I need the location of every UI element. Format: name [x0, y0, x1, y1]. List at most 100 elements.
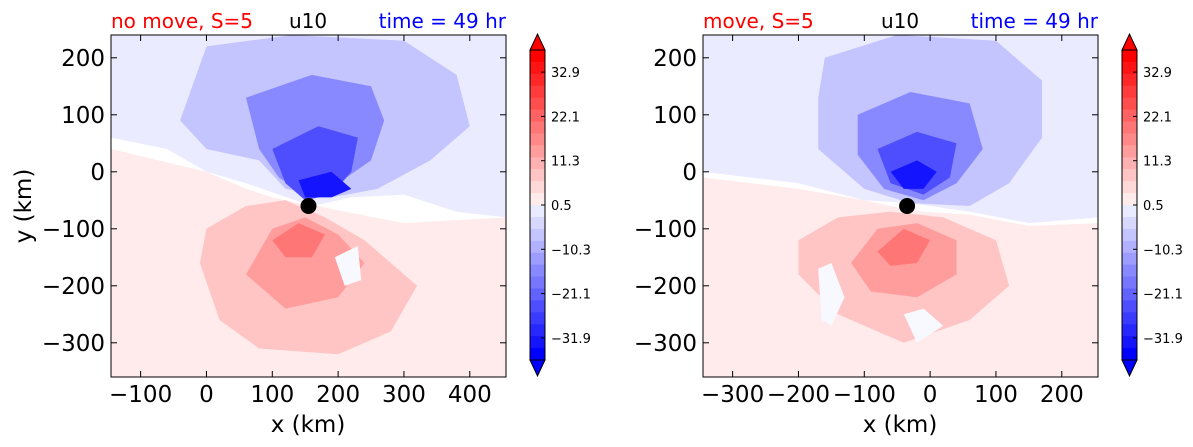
left-panel-title-center: u10	[289, 9, 327, 33]
left-panel-title-left: no move, S=5	[111, 9, 253, 33]
right-colorbar: 32.9 22.1 11.3 0.5 −10.3 −21.1 −31.9	[1121, 32, 1183, 378]
y-tick-label: −200	[42, 274, 105, 300]
colorbar-segment	[1122, 97, 1137, 111]
x-tick-label: −300	[701, 382, 764, 408]
colorbar-tick-label: 11.3	[1143, 155, 1172, 170]
colorbar-segment	[530, 205, 545, 218]
contour-patch	[818, 263, 845, 326]
colorbar-segment	[530, 181, 545, 194]
colorbar-tick-label: −31.9	[551, 332, 591, 347]
left-panel-plot: −100 0 100 200 300 400 200 100 0 −100 −200 −300	[42, 34, 507, 408]
left-panel-title-right: time = 49 hr	[379, 9, 507, 33]
colorbar-segment	[530, 85, 545, 99]
y-tick-label: −100	[634, 217, 697, 243]
colorbar-segment	[530, 193, 545, 206]
contour-patch	[903, 308, 944, 343]
colorbar-extend-max	[529, 32, 546, 51]
colorbar-segment	[530, 264, 545, 278]
right-panel-title-left: move, S=5	[703, 9, 814, 33]
x-tick-label: 200	[316, 382, 360, 408]
colorbar-segment	[530, 252, 545, 266]
y-tick-label: 100	[61, 103, 105, 129]
storm-center-marker	[300, 198, 317, 214]
right-panel: move, S=5 u10 time = 49 hr −300 −200 −100 0…	[634, 9, 1099, 438]
storm-center-marker	[899, 198, 916, 214]
right-panel-xlabel: x (km)	[863, 412, 938, 438]
colorbar-segment	[1122, 205, 1137, 218]
colorbar-tick-label: 0.5	[1143, 199, 1164, 214]
colorbar-segment	[1122, 336, 1137, 349]
colorbar-extend-min	[529, 359, 546, 378]
colorbar-tick-label: 32.9	[1143, 66, 1172, 81]
y-tick-label: 200	[653, 46, 697, 72]
y-tick-label: 0	[90, 160, 105, 186]
x-tick-label: 0	[199, 382, 214, 408]
colorbar-tick-label: 22.1	[1143, 110, 1172, 125]
plot-frame	[110, 34, 507, 378]
colorbar-segment	[530, 288, 545, 301]
colorbar-segment	[1122, 324, 1137, 337]
x-tick-label: −100	[109, 382, 172, 408]
colorbar-segment	[530, 145, 545, 158]
y-tick-label: −300	[42, 331, 105, 357]
colorbar-segment	[1122, 228, 1137, 242]
y-tick-label: 200	[61, 46, 105, 72]
y-tick-label: −300	[634, 331, 697, 357]
colorbar-segment	[1122, 312, 1137, 325]
colorbar-tick-label: 0.5	[551, 199, 572, 214]
colorbar-segment	[530, 216, 545, 230]
colorbar-extend-min	[1121, 359, 1138, 378]
contour-region	[890, 160, 937, 189]
colorbar-segment	[1122, 109, 1137, 123]
left-panel-xlabel: x (km)	[271, 412, 346, 438]
colorbar-segment	[1122, 121, 1137, 134]
colorbar-segment	[1122, 181, 1137, 194]
colorbar-segment	[1122, 193, 1137, 206]
colorbar-segment	[530, 109, 545, 123]
y-tick-label: −200	[634, 274, 697, 300]
colorbar-tick-label: −10.3	[1143, 243, 1183, 258]
colorbar-tick-label: −21.1	[551, 288, 591, 303]
colorbar-segment	[1122, 252, 1137, 266]
contour-region	[298, 171, 352, 198]
colorbar-segment	[1122, 85, 1137, 99]
colorbar-segment	[530, 73, 545, 87]
colorbar-segment	[1122, 216, 1137, 230]
colorbar-segment	[530, 228, 545, 242]
colorbar-segment	[530, 240, 545, 254]
x-tick-label: 200	[1040, 382, 1084, 408]
right-panel-title-right: time = 49 hr	[971, 9, 1099, 33]
colorbar-tick-label: 32.9	[551, 66, 580, 81]
colorbar-tick-label: 11.3	[551, 155, 580, 170]
colorbar-segment	[1122, 300, 1137, 313]
colorbar-segment	[1122, 264, 1137, 278]
x-tick-label: 400	[448, 382, 492, 408]
colorbar-segment	[530, 61, 545, 75]
colorbar-segment	[530, 50, 545, 63]
colorbar-tick-label: −10.3	[551, 243, 591, 258]
plot-frame	[702, 34, 1099, 378]
colorbar-segment	[1122, 133, 1137, 146]
colorbar-extend-max	[1121, 32, 1138, 51]
colorbar-segment	[1122, 288, 1137, 301]
field-layer	[111, 35, 506, 377]
colorbar-segment	[530, 157, 545, 170]
colorbar-segment	[530, 300, 545, 313]
colorbar-segment	[1122, 240, 1137, 254]
x-tick-label: 300	[382, 382, 426, 408]
left-colorbar: 32.9 22.1 11.3 0.5 −10.3 −21.1 −31.9	[529, 32, 591, 378]
colorbar-segment	[530, 169, 545, 182]
colorbar-segment	[1122, 50, 1137, 63]
x-tick-label: −200	[767, 382, 830, 408]
colorbar-segment	[530, 97, 545, 111]
y-tick-label: −100	[42, 217, 105, 243]
colorbar-segment	[530, 133, 545, 146]
x-tick-label: 100	[974, 382, 1018, 408]
x-tick-label: 0	[923, 382, 938, 408]
colorbar-segment	[1122, 157, 1137, 170]
colorbar-tick-label: −31.9	[1143, 332, 1183, 347]
left-panel: no move, S=5 u10 time = 49 hr −100 0 100 20…	[11, 9, 507, 438]
colorbar-segment	[1122, 61, 1137, 75]
